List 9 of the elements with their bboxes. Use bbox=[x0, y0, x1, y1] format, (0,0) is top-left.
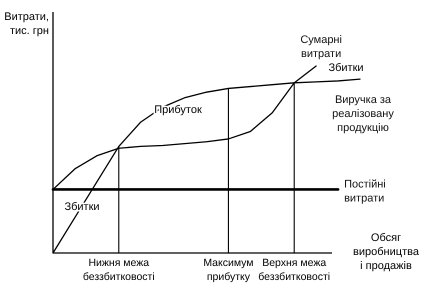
series-label: Постійні витрати bbox=[344, 178, 386, 204]
series-label: Сумарні витрати bbox=[300, 34, 342, 60]
x-tick-label: Максимум прибутку bbox=[203, 257, 254, 283]
x-axis-title: Обсяг виробництва і продажів bbox=[353, 232, 420, 272]
x-tick-label: Верхня межа беззбитковості bbox=[258, 257, 330, 283]
annotation: Збитки bbox=[328, 62, 364, 74]
x-tick-label: Нижня межа беззбитковості bbox=[82, 257, 155, 283]
y-axis-title: Витрати, тис. грн bbox=[4, 11, 49, 37]
series-label: Виручка за реалізовану продукцію bbox=[332, 94, 394, 134]
